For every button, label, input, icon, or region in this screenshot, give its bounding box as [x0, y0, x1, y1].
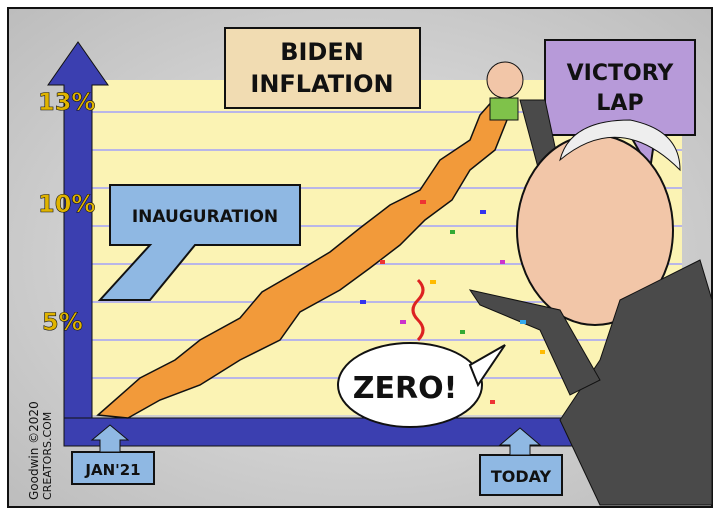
today-arrow	[498, 427, 542, 456]
inauguration-label: INAUGURATION	[132, 207, 278, 227]
y-axis	[47, 41, 109, 419]
inauguration-box	[97, 184, 301, 301]
svg-text:Goodwin ©2020: Goodwin ©2020	[27, 401, 41, 500]
y-tick-10: 10%	[38, 190, 95, 218]
victory-box	[544, 39, 696, 174]
victory-line-2: LAP	[596, 91, 643, 116]
speech-text: ZERO!	[353, 371, 458, 406]
speech-bubble	[337, 342, 483, 428]
x-label-end: TODAY	[491, 467, 552, 486]
y-tick-5: 5%	[42, 308, 83, 336]
trend-top-block	[489, 97, 519, 121]
confetti	[360, 200, 545, 404]
hair	[559, 119, 681, 172]
lower-arm	[468, 289, 601, 396]
title-line-1: BIDEN	[280, 38, 364, 66]
svg-text:CREATORS.COM: CREATORS.COM	[41, 412, 54, 500]
y-tick-13: 13%	[38, 88, 95, 116]
jan21-arrow	[90, 424, 130, 453]
speech-tail	[468, 344, 506, 388]
today-box	[479, 454, 563, 496]
victory-line-1: VICTORY	[567, 61, 675, 86]
title-box	[224, 27, 421, 109]
hand	[486, 61, 524, 99]
jan21-box	[71, 451, 155, 485]
x-label-start: JAN'21	[84, 461, 140, 479]
title-line-2: INFLATION	[250, 70, 393, 98]
signature: Goodwin ©2020 CREATORS.COM	[27, 401, 54, 500]
